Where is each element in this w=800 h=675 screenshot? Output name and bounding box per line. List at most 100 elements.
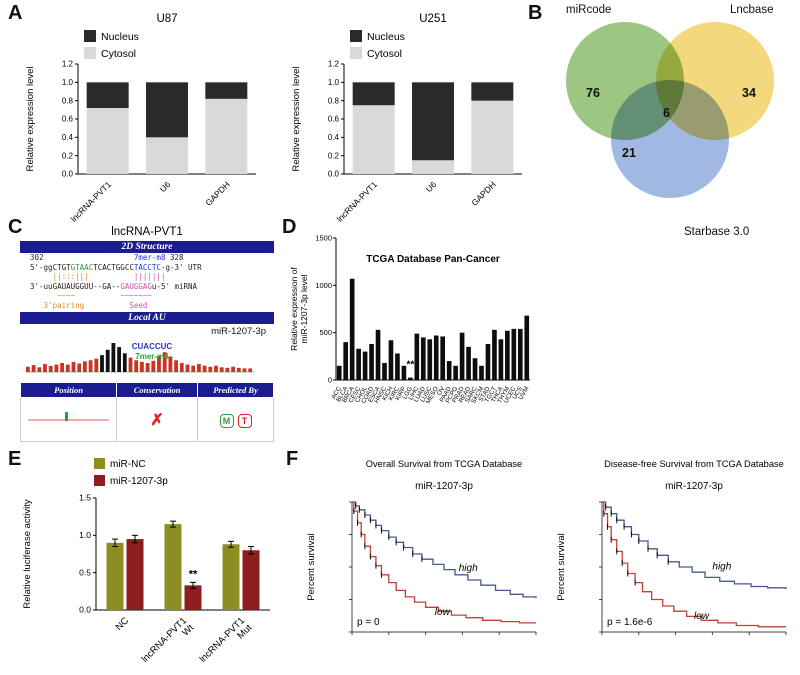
panel-label-d: D	[282, 216, 297, 238]
km-curve-low	[352, 501, 536, 624]
y-axis-label: Percent survival	[306, 533, 317, 601]
venn-count-mircode: 76	[586, 86, 600, 100]
bar	[375, 329, 381, 380]
y-tick-label: 0.6	[62, 115, 74, 124]
region-labels: 3'pairing Seed	[20, 301, 274, 311]
bar	[362, 351, 368, 380]
utr-end-pos: 328	[169, 253, 184, 262]
bar	[517, 328, 523, 380]
bar	[420, 337, 426, 380]
y-tick-label: 1.5	[79, 493, 91, 503]
bar	[106, 542, 124, 610]
panel-label-a: A	[8, 2, 23, 24]
y-tick-label: 0.0	[62, 170, 74, 179]
bar-nucleus-segment	[146, 82, 188, 138]
legend-swatch	[94, 458, 105, 469]
bar	[222, 544, 240, 610]
venn-count-lncbase: 34	[742, 86, 756, 100]
y-tick-label: 0.6	[328, 115, 340, 124]
legend-label: Nucleus	[101, 31, 139, 43]
au-bar	[117, 347, 121, 372]
au-bar	[88, 360, 93, 372]
chart-title: U251	[419, 13, 447, 25]
y-axis-label: Relative luciferase activity	[22, 499, 33, 609]
bar-nucleus-segment	[471, 82, 514, 101]
bar	[164, 524, 182, 610]
chart-title: Overall Survival from TCGA Database	[366, 459, 522, 469]
au-bar	[100, 355, 104, 372]
bar	[369, 344, 374, 380]
bar	[401, 365, 407, 380]
au-bar	[174, 360, 178, 372]
chart-subtitle: miR-1207-3p	[665, 481, 723, 492]
au-bar	[43, 364, 47, 372]
au-bar	[162, 352, 167, 372]
bar	[466, 346, 471, 380]
local-au-header: Local AU	[20, 312, 274, 324]
au-bar	[71, 361, 76, 372]
y-tick-label: 1500	[315, 234, 332, 243]
y-tick-label: 1.2	[62, 60, 74, 69]
p-value-label: p = 1.6e-6	[607, 617, 653, 628]
y-axis-label: Relative expression level	[291, 66, 302, 171]
au-bar	[168, 356, 173, 372]
seed-label: Seed	[129, 300, 148, 310]
au-bar	[26, 366, 30, 372]
panel-f-overall-survival-chart: Overall Survival from TCGA Database miR-1…	[306, 459, 537, 635]
utr-label: UTR	[188, 262, 202, 272]
panel-a-chart-u251: U251 Nucleus Cytosol Relative expression le…	[291, 13, 522, 224]
bar	[349, 278, 355, 380]
legend-swatch	[84, 47, 96, 59]
bar-nucleus-segment	[86, 82, 129, 108]
bar	[433, 335, 439, 380]
y-tick-label: 1000	[315, 281, 332, 290]
chart-subtitle: miR-1207-3p	[415, 481, 473, 492]
venn-label-lncbase: Lncbase	[730, 4, 774, 16]
panel-label-f: F	[286, 448, 299, 470]
mirna-name: miR-1207-3p	[211, 326, 266, 337]
bar	[356, 348, 361, 380]
panel-c-binding-site: lncRNA-PVT1 2D Structure 302 7mer-m8 328…	[19, 226, 274, 442]
y-tick-label: 1.0	[62, 78, 74, 87]
pairing-label: 3'pairing	[43, 300, 85, 310]
bar	[511, 328, 517, 380]
bar	[414, 333, 420, 380]
bar	[440, 336, 446, 380]
y-tick-label: 0.2	[328, 151, 340, 160]
col-position: Position	[19, 382, 118, 398]
panel-b-venn: miRcode Lncbase Starbase 3.0 76 34 6 21	[538, 0, 800, 248]
km-curve-low	[602, 501, 786, 628]
y-axis-label: Percent survival	[556, 533, 567, 601]
au-bar	[191, 365, 196, 372]
panel-e-luciferase-chart: miR-NC miR-1207-3p Relative luciferase act…	[22, 458, 270, 672]
au-bar	[208, 366, 213, 372]
bar	[485, 344, 491, 380]
x-tick-label: OV	[436, 385, 447, 397]
au-bar	[111, 343, 116, 372]
au-bar	[157, 355, 161, 372]
au-bar	[140, 361, 144, 372]
y-tick-label: 0.0	[328, 170, 340, 179]
bar	[126, 539, 144, 610]
site-type-label: 7mer-m8	[133, 253, 166, 262]
bar	[343, 342, 349, 380]
au-histogram-svg	[26, 343, 254, 373]
legend-label: miR-NC	[110, 459, 146, 470]
region-marks: ~~~~ ~~~~~~~	[57, 291, 152, 300]
y-tick-label: 0.4	[328, 133, 340, 142]
conservation-cell: ✗	[116, 397, 199, 442]
bar	[242, 550, 260, 610]
curve-label-high: high	[712, 562, 731, 573]
site-seq: CUACCUC	[131, 342, 173, 351]
bar	[408, 377, 413, 380]
curve-label-high: high	[459, 563, 478, 574]
au-bar	[65, 364, 70, 372]
au-bar	[105, 349, 110, 372]
utr-sequence: 5'-ggCTGTGTAACTCACTGGCCTACCTC-g-3' UTR	[30, 262, 202, 272]
bar	[395, 353, 400, 380]
spacer	[44, 253, 134, 262]
bar-cytosol-segment	[205, 98, 248, 174]
position-cell	[19, 397, 118, 442]
